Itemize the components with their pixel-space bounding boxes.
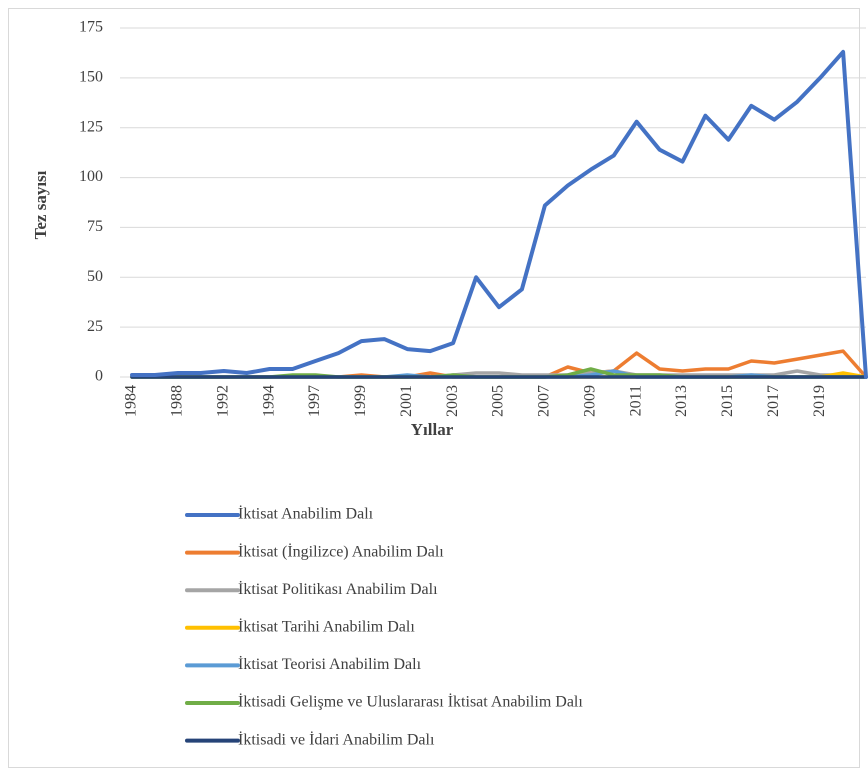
legend-label: İktisadi ve İdari Anabilim Dalı <box>238 730 435 748</box>
x-tick-label: 1992 <box>214 385 231 417</box>
legend-label: İktisat Tarihi Anabilim Dalı <box>238 617 415 635</box>
x-tick-label: 2013 <box>673 385 690 417</box>
y-tick-label: 100 <box>79 168 103 185</box>
y-axis-title: Tez sayısı <box>31 170 50 239</box>
y-tick-label: 0 <box>95 368 103 385</box>
x-tick-label: 2017 <box>765 385 782 417</box>
x-axis-title: Yıllar <box>411 420 454 439</box>
y-tick-label: 50 <box>87 268 103 285</box>
x-tick-label: 2019 <box>811 385 828 417</box>
legend-label: İktisadi Gelişme ve Uluslararası İktisat… <box>238 693 583 711</box>
x-tick-label: 2005 <box>490 385 507 417</box>
y-tick-label: 175 <box>79 19 103 36</box>
x-tick-label: 2003 <box>444 385 461 417</box>
x-tick-label: 2007 <box>536 385 553 417</box>
x-tick-label: 1997 <box>306 385 323 417</box>
x-tick-label: 1994 <box>260 385 277 417</box>
x-tick-label: 2015 <box>719 385 736 417</box>
legend-label: İktisat (İngilizce) Anabilim Dalı <box>238 542 444 560</box>
x-tick-label: 1984 <box>123 385 140 417</box>
legend-label: İktisat Anabilim Dalı <box>238 505 374 523</box>
x-tick-label: 2009 <box>581 385 598 417</box>
y-tick-label: 125 <box>79 118 103 135</box>
chart-frame <box>8 8 860 768</box>
x-tick-label: 1999 <box>352 385 369 417</box>
x-tick-label: 1988 <box>169 385 186 417</box>
series-line <box>130 49 868 379</box>
y-tick-label: 150 <box>79 69 103 86</box>
legend-label: İktisat Teorisi Anabilim Dalı <box>238 655 422 673</box>
x-tick-label: 2001 <box>398 385 415 417</box>
x-tick-label: 2011 <box>627 385 644 416</box>
y-tick-label: 75 <box>87 218 103 235</box>
legend-label: İktisat Politikası Anabilim Dalı <box>238 580 438 598</box>
y-tick-label: 25 <box>87 318 103 335</box>
